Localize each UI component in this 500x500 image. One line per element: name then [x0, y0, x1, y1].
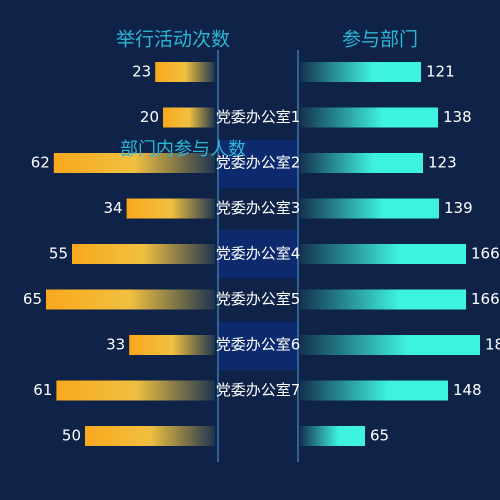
left-bar: [163, 107, 215, 128]
right-bar: [300, 289, 466, 310]
category-label: 党委办公室5: [216, 290, 301, 308]
right-bar: [300, 62, 421, 82]
left-value-label: 33: [106, 336, 125, 354]
right-value-label: 166: [471, 245, 500, 263]
left-bar: [46, 289, 215, 310]
left-value-label: 61: [33, 381, 52, 399]
right-bar: [300, 380, 448, 401]
left-value-label: 50: [62, 427, 81, 445]
row-highlight: [218, 322, 298, 370]
right-bar: [300, 335, 480, 355]
left-value-label: 20: [140, 108, 159, 126]
right-value-label: 65: [370, 427, 389, 445]
category-label: 党委办公室3: [216, 199, 301, 217]
category-label: 党委办公室7: [216, 381, 301, 399]
left-bar: [56, 380, 216, 401]
category-label: 党委办公室2: [216, 154, 301, 172]
left-value-label: 34: [104, 199, 123, 217]
right-value-label: 148: [453, 381, 482, 399]
right-bar: [300, 153, 423, 173]
right-bar: [300, 426, 365, 446]
right-value-label: 138: [443, 108, 472, 126]
left-bar: [53, 153, 215, 173]
right-value-label: 180: [485, 336, 500, 354]
right-title: 参与部门: [342, 29, 418, 51]
left-value-label: 55: [49, 245, 68, 263]
annotation: 部门内参与人数: [120, 139, 246, 160]
left-bar: [85, 426, 215, 446]
right-value-label: 121: [426, 63, 455, 81]
category-label: 党委办公室4: [216, 245, 301, 263]
right-bar: [300, 198, 439, 219]
left-value-label: 65: [23, 290, 42, 308]
left-bar: [126, 198, 215, 219]
row-highlight: [218, 230, 298, 278]
right-value-label: 139: [444, 199, 473, 217]
category-label: 党委办公室6: [216, 336, 301, 354]
left-value-label: 23: [132, 63, 151, 81]
left-value-label: 62: [31, 154, 50, 172]
category-label: 党委办公室1: [216, 108, 301, 126]
left-bar: [129, 335, 215, 355]
right-value-label: 166: [471, 290, 500, 308]
left-title: 举行活动次数: [116, 29, 230, 51]
row-highlight: [218, 140, 298, 188]
right-bar: [300, 244, 466, 264]
right-value-label: 123: [428, 154, 457, 172]
left-bar: [155, 62, 215, 82]
right-bar: [300, 107, 438, 128]
left-bar: [72, 244, 215, 264]
